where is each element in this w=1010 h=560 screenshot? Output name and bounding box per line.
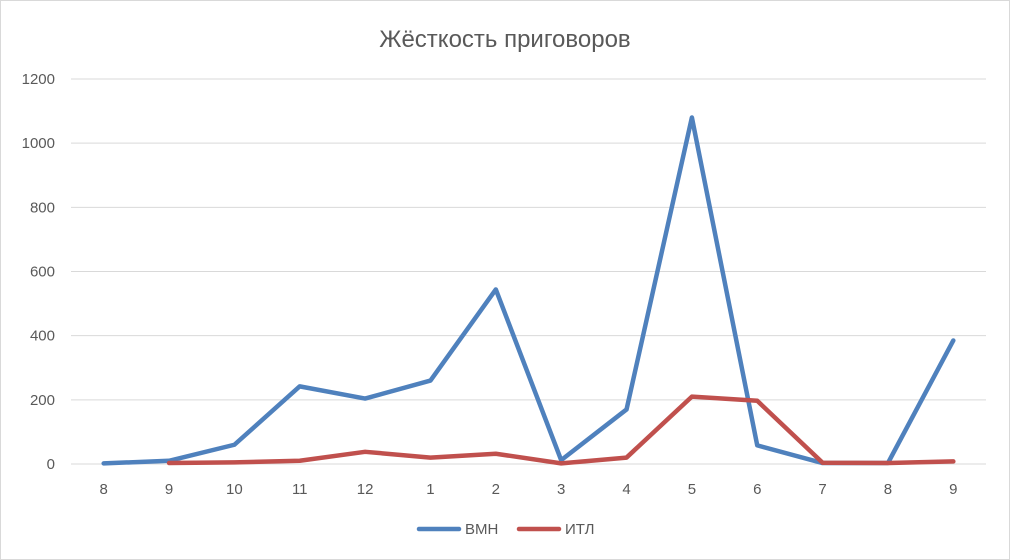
series-line-itl (166, 394, 956, 466)
y-tick-label: 800 (30, 199, 55, 216)
x-tick-label: 6 (753, 481, 761, 498)
series-line-vmn (101, 115, 956, 466)
x-tick-label: 2 (492, 481, 500, 498)
gridlines (71, 78, 986, 465)
legend-label: ВМН (465, 521, 498, 538)
legend-label: ИТЛ (565, 521, 594, 538)
y-tick-label: 400 (30, 328, 55, 345)
legend: ВМН ИТЛ (416, 521, 594, 538)
y-tick-label: 1200 (22, 71, 55, 88)
legend-entry-itl: ИТЛ (516, 521, 594, 538)
x-tick-label: 9 (949, 481, 957, 498)
x-axis-ticks: 8 9 10 11 12 1 2 3 4 5 6 7 8 9 (100, 481, 958, 498)
x-tick-label: 7 (818, 481, 826, 498)
x-tick-label: 11 (292, 481, 308, 498)
series-lines (101, 115, 956, 466)
legend-entry-vmn: ВМН (416, 521, 498, 538)
y-tick-label: 600 (30, 264, 55, 281)
x-tick-label: 8 (884, 481, 892, 498)
chart-title: Жёсткость приговоров (379, 26, 630, 53)
y-axis-ticks: 0 200 400 600 800 1000 1200 (22, 71, 55, 473)
y-tick-label: 200 (30, 392, 55, 409)
x-tick-label: 4 (622, 481, 630, 498)
y-tick-label: 0 (47, 456, 55, 473)
x-tick-label: 12 (357, 481, 374, 498)
x-tick-label: 8 (100, 481, 108, 498)
x-tick-label: 3 (557, 481, 565, 498)
y-tick-label: 1000 (22, 135, 55, 152)
x-tick-label: 10 (226, 481, 243, 498)
x-tick-label: 1 (426, 481, 434, 498)
x-tick-label: 5 (688, 481, 696, 498)
x-tick-label: 9 (165, 481, 173, 498)
